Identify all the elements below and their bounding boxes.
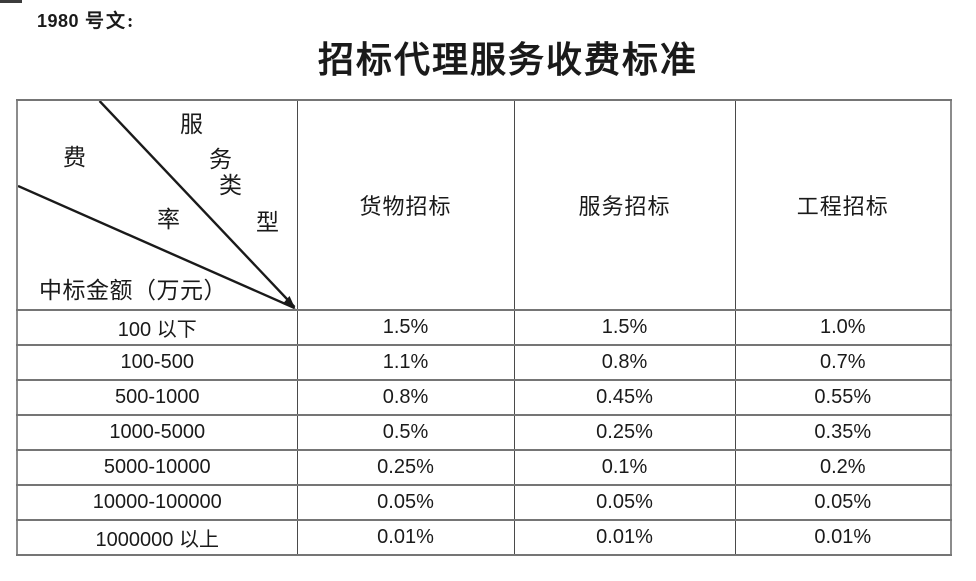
fee-standard-table: 服 务 类 型 费 率 中标金额（万元） 货物招标 服务招标 工程招标 100 … [16,99,952,556]
column-header-goods: 货物招标 [296,99,515,311]
fee-value: 1.0% [734,309,952,346]
amount-range: 1000-5000 [16,414,298,451]
diagonal-divider-lines [18,102,296,308]
fee-value: 0.55% [734,379,952,416]
fee-value: 1.1% [296,344,515,381]
fee-value: 0.8% [513,344,736,381]
amount-range: 5000-10000 [16,449,298,486]
table-row: 5000-10000 0.25% 0.1% 0.2% [16,449,952,486]
table-row: 500-1000 0.8% 0.45% 0.55% [16,379,952,416]
fee-value: 0.7% [734,344,952,381]
amount-range: 100 以下 [16,309,298,346]
service-type-char-4: 型 [256,210,279,235]
amount-range: 100-500 [16,344,298,381]
fee-value: 0.25% [513,414,736,451]
column-header-services: 服务招标 [513,99,736,311]
fee-value: 0.2% [734,449,952,486]
fee-value: 0.25% [296,449,515,486]
fee-value: 0.45% [513,379,736,416]
table-row: 1000000 以上 0.01% 0.01% 0.01% [16,519,952,556]
diagonal-header-cell: 服 务 类 型 费 率 中标金额（万元） [16,99,298,311]
diagonal-header-content: 服 务 类 型 费 率 中标金额（万元） [18,102,296,308]
fee-value: 1.5% [296,309,515,346]
table-header-row: 服 务 类 型 费 率 中标金额（万元） 货物招标 服务招标 工程招标 [16,99,952,311]
scan-artifact-mark [0,0,22,3]
column-header-engineering: 工程招标 [734,99,952,311]
fee-value: 0.05% [513,484,736,521]
fee-value: 1.5% [513,309,736,346]
fee-value: 0.35% [734,414,952,451]
table-row: 1000-5000 0.5% 0.25% 0.35% [16,414,952,451]
fee-value: 0.05% [296,484,515,521]
fee-value: 0.1% [513,449,736,486]
bid-amount-axis-label: 中标金额（万元） [39,278,227,303]
page-title: 招标代理服务收费标准 [318,40,699,80]
doc-number-label: 1980 号文: [37,6,135,33]
table-row: 10000-100000 0.05% 0.05% 0.05% [16,484,952,521]
fee-value: 0.01% [296,519,515,556]
amount-range: 500-1000 [16,379,298,416]
doc-number: 1980 [37,11,80,31]
amount-range: 1000000 以上 [16,519,298,556]
fee-value: 0.5% [296,414,515,451]
doc-number-suffix: 号文: [85,11,136,32]
service-type-char-2: 务 [209,147,232,172]
fee-value: 0.01% [734,519,952,556]
diagonal-arrowhead [282,296,296,308]
fee-rate-char-2: 率 [157,207,180,232]
table-row: 100 以下 1.5% 1.5% 1.0% [16,309,952,346]
fee-value: 0.05% [734,484,952,521]
service-type-char-3: 类 [219,173,242,198]
amount-range: 10000-100000 [16,484,298,521]
table-row: 100-500 1.1% 0.8% 0.7% [16,344,952,381]
fee-value: 0.8% [296,379,515,416]
fee-rate-char-1: 费 [63,145,86,170]
service-type-char-1: 服 [180,112,203,137]
fee-value: 0.01% [513,519,736,556]
